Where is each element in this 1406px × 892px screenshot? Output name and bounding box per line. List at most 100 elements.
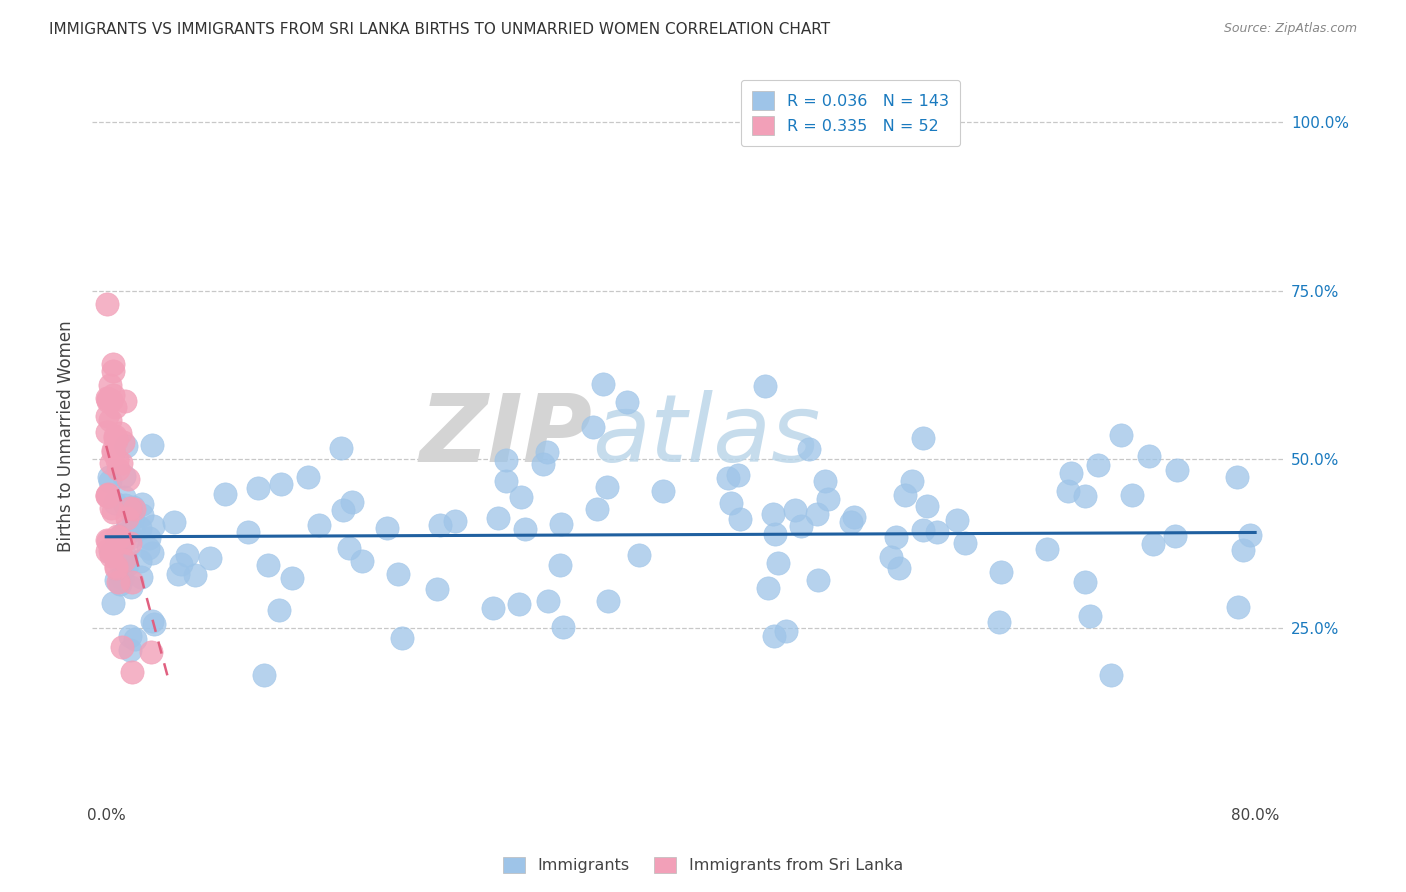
- Point: [96, 489, 118, 503]
- Point: [1078, 608, 1101, 623]
- Point: [807, 573, 830, 587]
- Point: [763, 526, 786, 541]
- Point: [988, 615, 1011, 630]
- Point: [495, 474, 517, 488]
- Point: [1099, 668, 1122, 682]
- Point: [112, 468, 135, 483]
- Point: [115, 558, 138, 572]
- Point: [122, 511, 145, 525]
- Point: [531, 457, 554, 471]
- Point: [551, 619, 574, 633]
- Point: [108, 576, 131, 591]
- Point: [104, 496, 127, 510]
- Point: [96, 425, 118, 440]
- Point: [124, 632, 146, 646]
- Point: [548, 558, 571, 573]
- Y-axis label: Births to Unmarried Women: Births to Unmarried Women: [58, 320, 75, 551]
- Point: [596, 480, 619, 494]
- Point: [1036, 541, 1059, 556]
- Point: [513, 522, 536, 536]
- Point: [120, 581, 142, 595]
- Text: atlas: atlas: [592, 390, 821, 481]
- Point: [98, 474, 121, 488]
- Point: [101, 444, 124, 458]
- Point: [131, 569, 153, 583]
- Point: [332, 503, 354, 517]
- Point: [839, 515, 862, 529]
- Point: [115, 550, 138, 565]
- Point: [495, 453, 517, 467]
- Point: [912, 431, 935, 445]
- Point: [139, 645, 162, 659]
- Point: [1109, 427, 1132, 442]
- Point: [616, 394, 638, 409]
- Point: [1121, 488, 1143, 502]
- Point: [110, 527, 132, 541]
- Point: [1139, 449, 1161, 463]
- Point: [101, 364, 124, 378]
- Point: [111, 434, 134, 449]
- Point: [117, 473, 139, 487]
- Point: [101, 546, 124, 560]
- Point: [184, 567, 207, 582]
- Legend: Immigrants, Immigrants from Sri Lanka: Immigrants, Immigrants from Sri Lanka: [496, 850, 910, 880]
- Point: [340, 495, 363, 509]
- Point: [170, 557, 193, 571]
- Point: [97, 534, 120, 549]
- Point: [114, 490, 136, 504]
- Point: [115, 523, 138, 537]
- Point: [1074, 574, 1097, 589]
- Point: [104, 401, 127, 415]
- Point: [1163, 529, 1185, 543]
- Point: [104, 558, 127, 573]
- Point: [97, 392, 120, 406]
- Point: [912, 523, 935, 537]
- Point: [586, 502, 609, 516]
- Point: [236, 524, 259, 539]
- Point: [429, 518, 451, 533]
- Point: [1060, 466, 1083, 480]
- Point: [879, 550, 901, 565]
- Point: [596, 594, 619, 608]
- Point: [717, 471, 740, 485]
- Point: [198, 551, 221, 566]
- Point: [766, 556, 789, 570]
- Point: [163, 515, 186, 529]
- Point: [167, 566, 190, 581]
- Point: [728, 512, 751, 526]
- Point: [652, 484, 675, 499]
- Point: [762, 508, 785, 522]
- Point: [131, 497, 153, 511]
- Point: [97, 489, 120, 503]
- Point: [141, 546, 163, 560]
- Point: [105, 453, 128, 467]
- Point: [96, 297, 118, 311]
- Point: [108, 574, 131, 588]
- Point: [115, 510, 138, 524]
- Point: [806, 507, 828, 521]
- Point: [1166, 463, 1188, 477]
- Point: [108, 557, 131, 571]
- Point: [510, 490, 533, 504]
- Point: [120, 536, 142, 550]
- Legend: R = 0.036   N = 143, R = 0.335   N = 52: R = 0.036 N = 143, R = 0.335 N = 52: [741, 80, 960, 145]
- Point: [100, 500, 122, 515]
- Point: [96, 533, 118, 547]
- Point: [887, 561, 910, 575]
- Point: [100, 392, 122, 407]
- Point: [115, 439, 138, 453]
- Point: [352, 554, 374, 568]
- Point: [101, 388, 124, 402]
- Text: ZIP: ZIP: [419, 390, 592, 482]
- Point: [297, 470, 319, 484]
- Point: [103, 596, 125, 610]
- Point: [136, 541, 159, 555]
- Point: [96, 409, 118, 423]
- Point: [329, 441, 352, 455]
- Point: [176, 548, 198, 562]
- Point: [114, 394, 136, 409]
- Point: [114, 498, 136, 512]
- Point: [97, 487, 120, 501]
- Point: [537, 593, 560, 607]
- Point: [138, 532, 160, 546]
